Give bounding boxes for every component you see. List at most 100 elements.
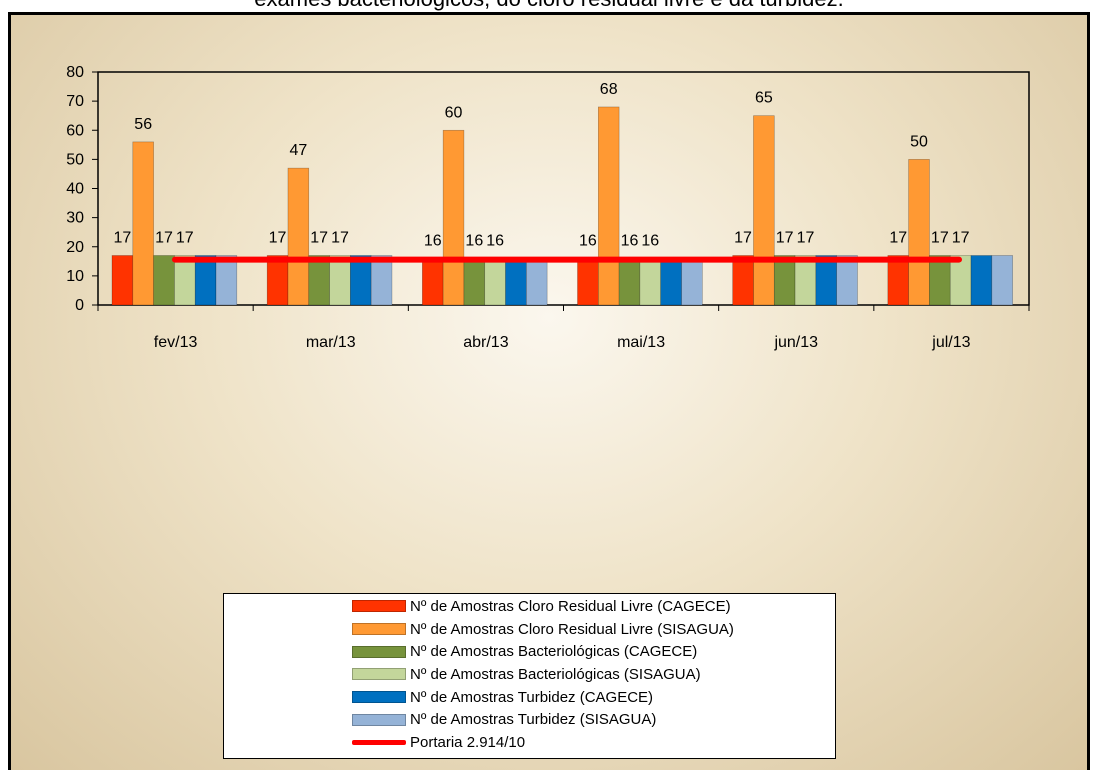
bar bbox=[329, 255, 351, 306]
data-label: 17 bbox=[114, 229, 132, 246]
bar bbox=[287, 167, 310, 306]
x-tick-label: jul/13 bbox=[931, 334, 970, 351]
data-label: 16 bbox=[486, 232, 504, 249]
legend-item: Nº de Amostras Cloro Residual Livre (CAG… bbox=[352, 595, 835, 618]
legend-swatch bbox=[352, 645, 406, 658]
legend-item: Nº de Amostras Bacteriológicas (SISAGUA) bbox=[352, 663, 835, 686]
data-label: 17 bbox=[734, 229, 752, 246]
data-label: 17 bbox=[310, 229, 328, 246]
bar bbox=[815, 255, 837, 306]
data-label: 17 bbox=[776, 229, 794, 246]
bar bbox=[526, 258, 548, 306]
bar bbox=[484, 258, 506, 306]
top-caption: exames bacteriológicos, do cloro residua… bbox=[0, 0, 1098, 12]
legend-item: Nº de Amostras Turbidez (CAGECE) bbox=[352, 686, 835, 709]
y-tick-label: 40 bbox=[66, 181, 84, 198]
data-label: 17 bbox=[331, 229, 349, 246]
data-label: 17 bbox=[952, 229, 970, 246]
legend-item: Nº de Amostras Cloro Residual Livre (SIS… bbox=[352, 618, 835, 641]
data-label: 56 bbox=[134, 116, 152, 133]
bar bbox=[618, 258, 641, 306]
bar bbox=[370, 255, 393, 306]
bar bbox=[836, 255, 858, 306]
y-tick-label: 20 bbox=[66, 239, 84, 256]
y-tick-label: 70 bbox=[66, 93, 84, 110]
data-label: 47 bbox=[289, 142, 307, 159]
bar bbox=[350, 255, 372, 306]
bar bbox=[308, 255, 330, 306]
y-tick-label: 60 bbox=[66, 122, 84, 139]
bar bbox=[908, 159, 930, 306]
bar bbox=[194, 255, 217, 306]
bar bbox=[266, 255, 289, 306]
data-label: 16 bbox=[579, 232, 597, 249]
bar bbox=[970, 255, 993, 306]
legend-swatch bbox=[352, 600, 406, 613]
y-tick-label: 80 bbox=[66, 64, 84, 81]
data-label: 16 bbox=[424, 232, 442, 249]
bar bbox=[794, 255, 817, 306]
bar bbox=[505, 258, 527, 306]
bar bbox=[929, 255, 951, 306]
bar bbox=[215, 255, 238, 306]
data-label: 17 bbox=[931, 229, 949, 246]
data-label: 17 bbox=[797, 229, 815, 246]
legend-label: Nº de Amostras Cloro Residual Livre (SIS… bbox=[410, 620, 734, 638]
bar bbox=[639, 258, 662, 306]
data-label: 17 bbox=[889, 229, 907, 246]
legend: Nº de Amostras Cloro Residual Livre (CAG… bbox=[223, 593, 836, 759]
bar bbox=[463, 258, 486, 306]
x-tick-label: abr/13 bbox=[463, 334, 508, 351]
data-label: 17 bbox=[176, 229, 194, 246]
legend-item: Portaria 2.914/10 bbox=[352, 731, 835, 754]
legend-swatch bbox=[352, 713, 406, 726]
bar bbox=[773, 255, 796, 306]
legend-item: Nº de Amostras Bacteriológicas (CAGECE) bbox=[352, 640, 835, 663]
x-tick-label: jun/13 bbox=[773, 334, 818, 351]
data-label: 16 bbox=[465, 232, 483, 249]
bar bbox=[732, 255, 754, 306]
legend-swatch bbox=[352, 623, 406, 636]
legend-item: Nº de Amostras Turbidez (SISAGUA) bbox=[352, 708, 835, 731]
bar bbox=[132, 141, 154, 306]
data-label: 16 bbox=[621, 232, 639, 249]
bar bbox=[174, 255, 196, 306]
data-label: 50 bbox=[910, 133, 928, 150]
bar bbox=[442, 129, 465, 306]
legend-swatch bbox=[352, 691, 406, 704]
legend-swatch bbox=[352, 668, 406, 681]
y-tick-label: 0 bbox=[75, 297, 84, 314]
bar bbox=[660, 258, 682, 306]
data-label: 60 bbox=[445, 104, 463, 121]
legend-label: Portaria 2.914/10 bbox=[410, 733, 526, 751]
x-tick-label: mai/13 bbox=[617, 334, 665, 351]
data-label: 17 bbox=[155, 229, 173, 246]
legend-label: Nº de Amostras Bacteriológicas (CAGECE) bbox=[410, 643, 698, 661]
legend-label: Nº de Amostras Bacteriológicas (SISAGUA) bbox=[410, 665, 701, 683]
bar bbox=[681, 258, 703, 306]
legend-line bbox=[352, 739, 406, 745]
legend-label: Nº de Amostras Turbidez (CAGECE) bbox=[410, 688, 654, 706]
bar bbox=[577, 258, 599, 306]
bar bbox=[111, 255, 134, 306]
bar bbox=[597, 106, 620, 306]
bar bbox=[991, 255, 1013, 306]
bar bbox=[887, 255, 909, 306]
y-tick-label: 10 bbox=[66, 268, 84, 285]
y-tick-label: 50 bbox=[66, 151, 84, 168]
y-tick-label: 30 bbox=[66, 210, 84, 227]
bar bbox=[949, 255, 972, 306]
data-label: 16 bbox=[641, 232, 659, 249]
legend-label: Nº de Amostras Turbidez (SISAGUA) bbox=[410, 711, 657, 729]
data-label: 68 bbox=[600, 81, 618, 98]
x-tick-label: fev/13 bbox=[154, 334, 198, 351]
chart-frame: 0 10 20 30 40 50 60 70 80 fev/13 17 56 17 17 mar/13 17 4… bbox=[8, 12, 1090, 770]
legend-label: Nº de Amostras Cloro Residual Livre (CAG… bbox=[410, 597, 731, 615]
data-label: 65 bbox=[755, 90, 773, 107]
bar bbox=[422, 258, 444, 306]
x-tick-label: mar/13 bbox=[306, 334, 356, 351]
bar bbox=[753, 115, 775, 306]
data-label: 17 bbox=[269, 229, 287, 246]
bar bbox=[153, 255, 175, 306]
